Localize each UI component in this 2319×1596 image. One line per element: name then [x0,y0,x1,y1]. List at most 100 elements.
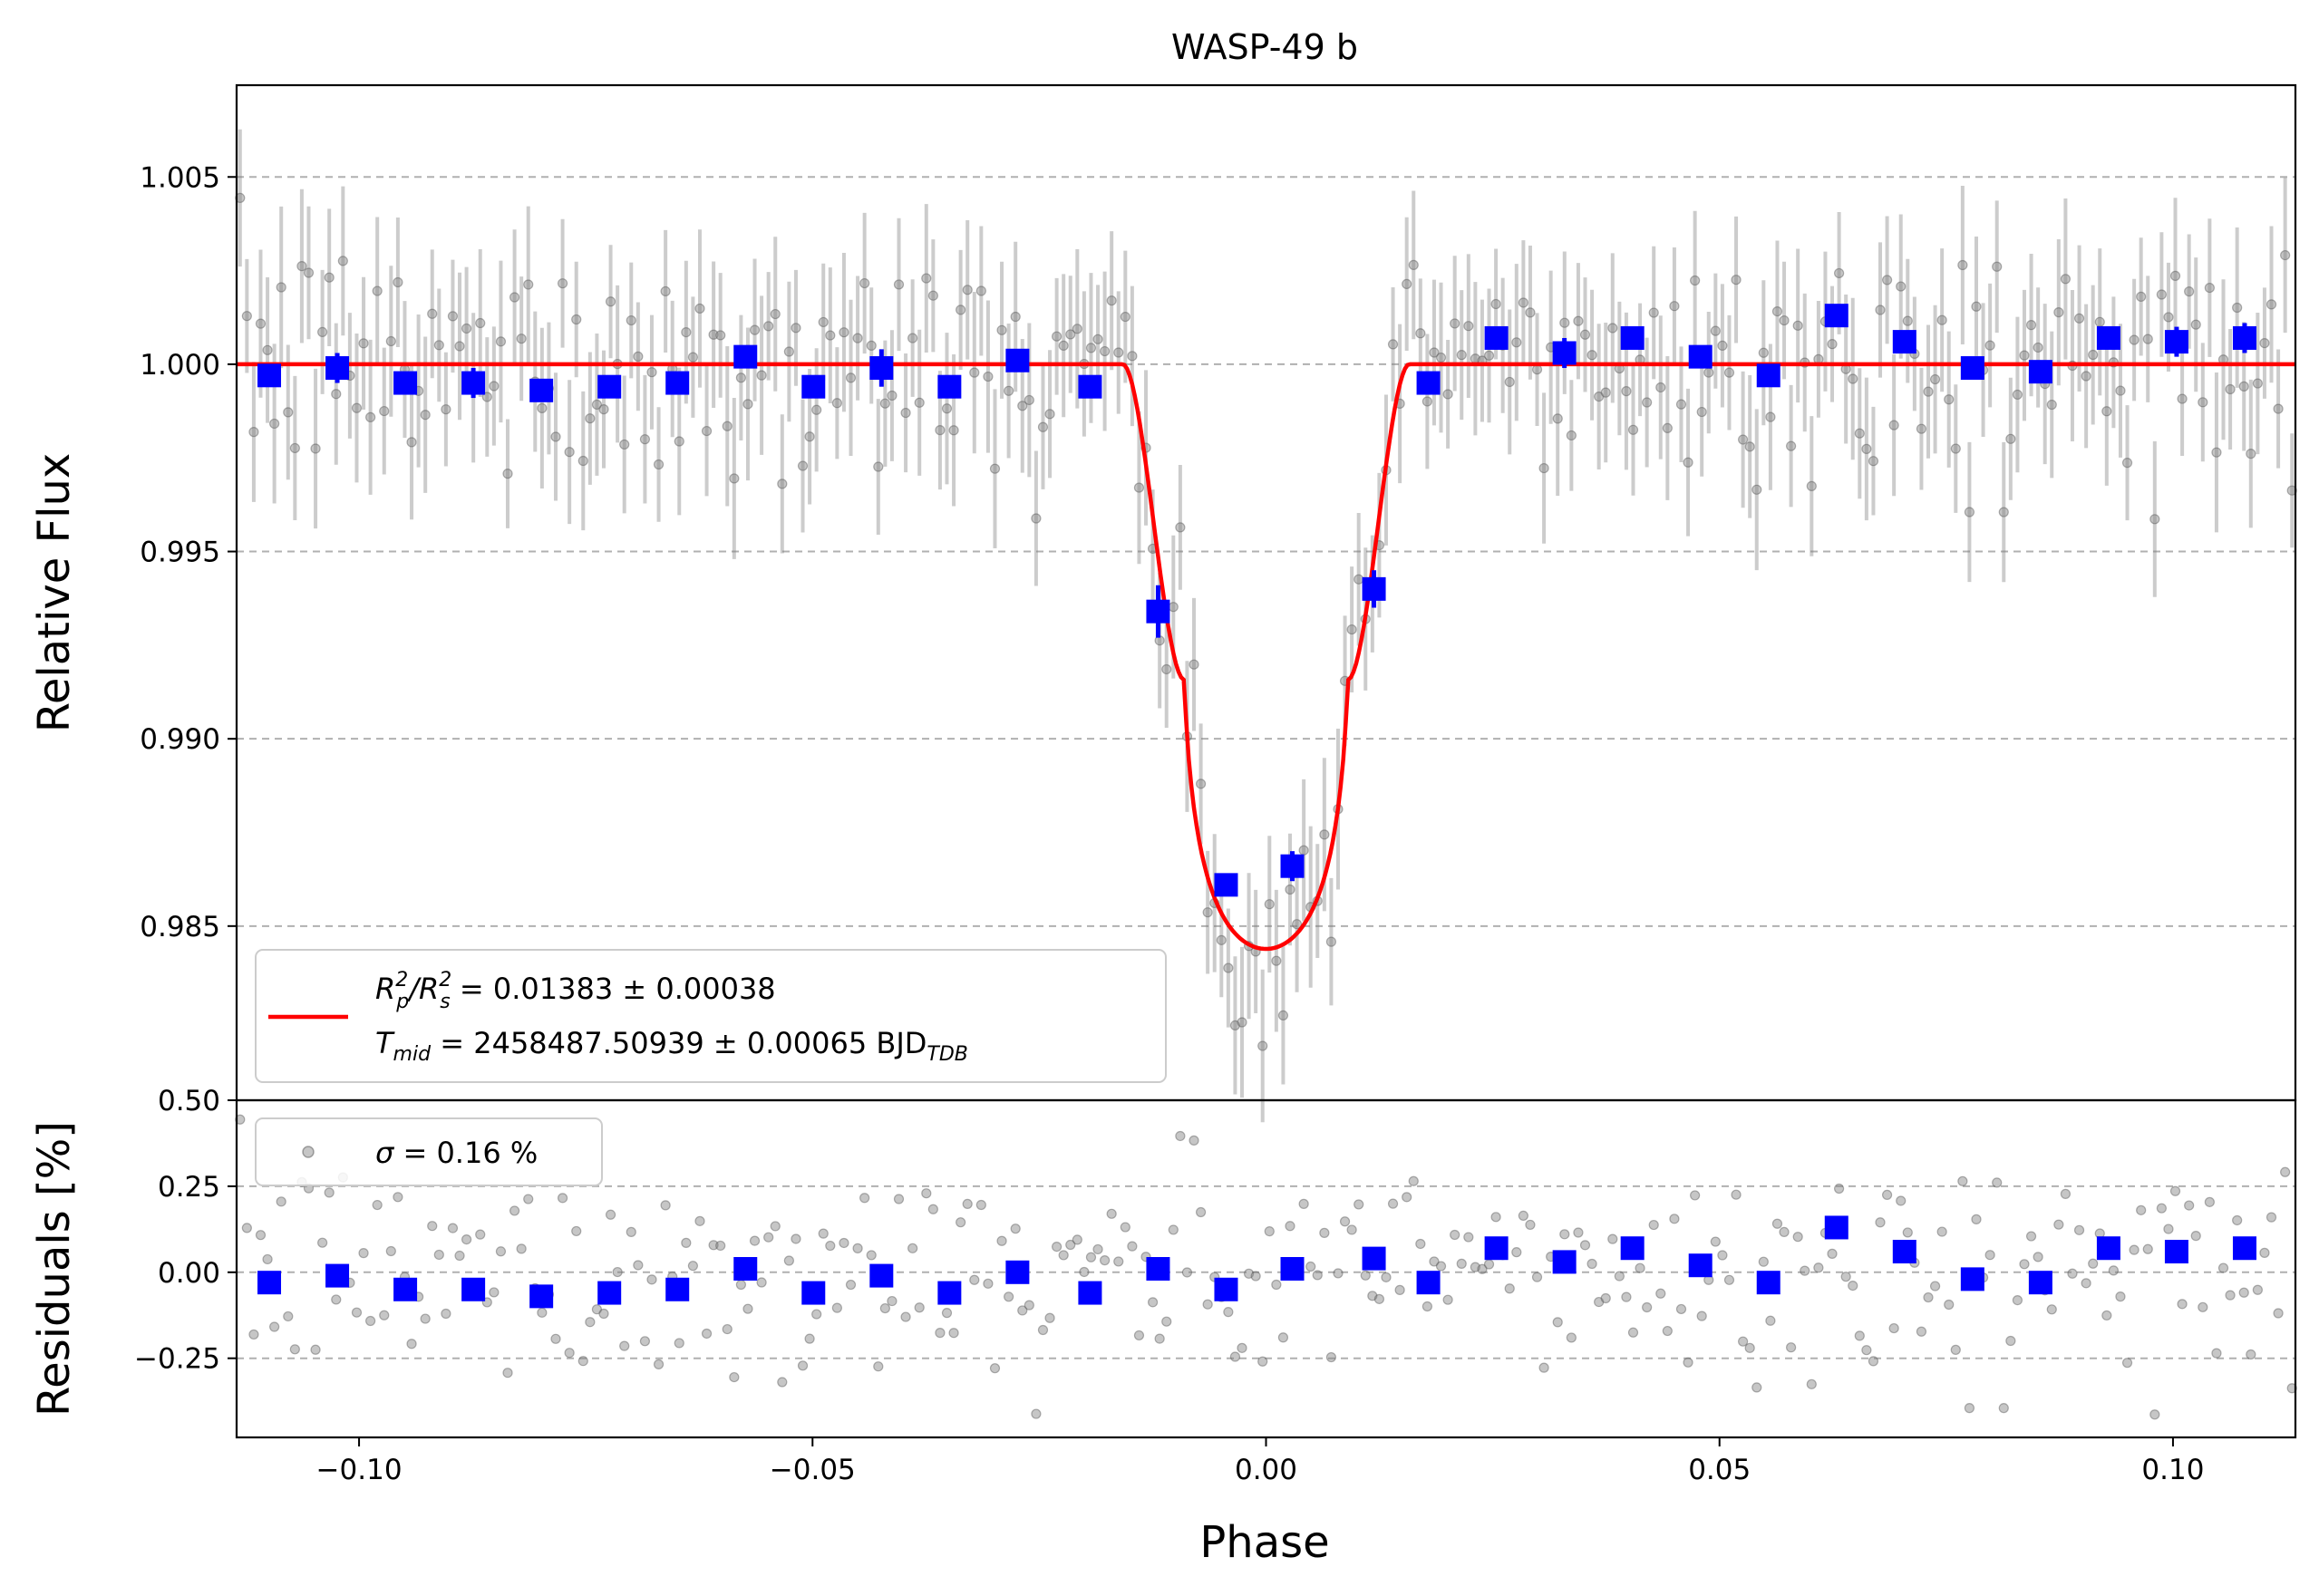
residual-raw-point [2033,1252,2043,1262]
residual-raw-point [1202,1299,1213,1310]
flux-raw-point [1092,334,1103,344]
residual-raw-point [289,1344,300,1355]
flux-binned-point [733,344,758,369]
residual-raw-point [1998,1403,2009,1414]
residual-binned-point [937,1281,962,1305]
residual-raw-point [1786,1342,1797,1353]
flux-raw-point [1257,1040,1268,1051]
flux-raw-point [2266,299,2277,310]
flux-binned-point [597,374,622,399]
residual-raw-point [1010,1224,1021,1234]
residual-raw-point [1765,1315,1776,1326]
flux-binned-point [393,371,418,395]
residual-raw-point [1044,1312,1055,1323]
residual-raw-point [1373,1293,1385,1304]
residual-raw-point [2115,1291,2126,1302]
residual-raw-point [948,1328,959,1339]
residual-raw-point [2108,1265,2119,1276]
transit-model-line [237,362,2295,952]
residual-binned-point [733,1257,758,1281]
flux-raw-point [324,272,335,283]
residual-raw-point [804,1333,815,1344]
residual-raw-point [983,1278,994,1289]
residual-raw-point [1751,1382,1762,1393]
flux-raw-point [1518,297,1528,308]
flux-y-tick-label: 1.005 [140,161,220,194]
residual-raw-point [1435,1261,1447,1272]
residual-raw-point [317,1237,328,1248]
residual-raw-point [701,1328,713,1340]
flux-binned-point [461,371,486,395]
residual-binned-point [257,1271,282,1295]
flux-raw-point [1662,422,1673,433]
residual-raw-point [1744,1342,1755,1353]
flux-raw-point [1052,331,1062,342]
residual-raw-point [1738,1336,1749,1347]
flux-raw-point [873,461,884,472]
flux-raw-point [1024,394,1034,406]
residual-raw-point [1421,1301,1432,1312]
x-tick-label: 0.05 [1688,1454,1751,1486]
flux-raw-point [825,330,836,341]
flux-raw-point [1100,345,1111,357]
residual-raw-point [2286,1383,2297,1394]
residual-raw-point [269,1321,280,1332]
flux-raw-point [557,278,568,289]
residual-raw-point [1339,1216,1351,1227]
flux-raw-point [1223,962,1234,973]
flux-raw-point [818,316,829,328]
residual-raw-point [1916,1326,1927,1337]
residual-raw-point [1594,1296,1605,1308]
residual-raw-point [1971,1214,1982,1224]
residual-raw-point [791,1233,801,1244]
flux-raw-point [948,425,959,436]
flux-raw-point [626,314,636,326]
flux-raw-point [804,431,815,442]
residual-raw-point [893,1194,905,1204]
residual-raw-point [489,1287,500,1298]
flux-raw-point [1607,323,1618,334]
flux-raw-point [1675,399,1687,410]
flux-raw-point [1579,329,1591,340]
residual-raw-point [427,1221,438,1232]
flux-raw-point [1566,430,1577,441]
residual-raw-point [687,1261,699,1272]
residual-raw-point [797,1360,809,1371]
flux-raw-point [2273,403,2284,414]
flux-raw-point [1387,339,1399,350]
residual-raw-point [612,1266,623,1278]
flux-raw-point [1161,663,1172,675]
residual-raw-point [248,1329,259,1340]
residual-raw-point [1058,1250,1069,1261]
residual-raw-point [433,1249,444,1261]
residuals-y-tick-label: 0.25 [158,1171,220,1204]
residual-raw-point [1875,1217,1886,1228]
residual-raw-point [577,1356,588,1367]
residual-raw-point [1833,1183,1845,1195]
flux-raw-point [1552,413,1563,424]
flux-raw-point [1175,522,1186,533]
residual-raw-point [1896,1195,1907,1206]
flux-raw-point [489,381,500,392]
legend-residual-swatch [302,1146,315,1158]
residual-binned-point [1552,1250,1577,1274]
flux-y-tick-label: 0.990 [140,723,220,756]
flux-raw-point [2198,397,2208,408]
flux-raw-point [2184,286,2195,297]
residual-raw-point [633,1260,644,1271]
flux-raw-point [1648,307,1659,318]
flux-raw-point [2225,383,2236,395]
flux-raw-point [1415,328,1426,339]
residual-raw-point [2129,1244,2139,1255]
residual-raw-point [1223,1307,1234,1318]
flux-binned-point [1214,873,1238,897]
flux-raw-point [2060,274,2072,285]
residual-raw-point [1929,1281,1941,1291]
residual-raw-point [1827,1248,1838,1259]
flux-raw-point [235,192,246,204]
flux-raw-point [1072,324,1082,334]
flux-raw-point [2053,307,2064,318]
residual-raw-point [2067,1268,2078,1279]
residuals-gridlines [237,1185,2295,1359]
